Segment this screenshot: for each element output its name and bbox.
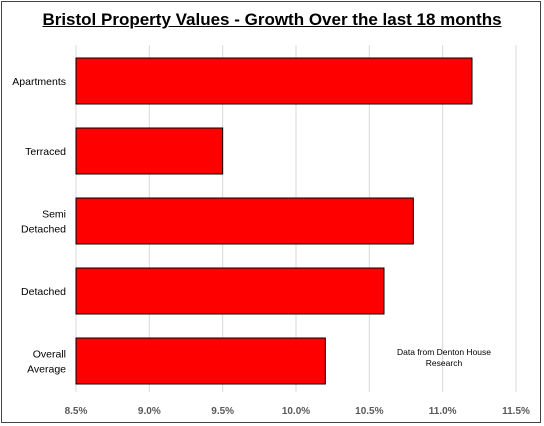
category-label: Overall [33,349,66,361]
category-label: Detached [21,224,66,236]
x-tick-label: 9.5% [211,406,234,417]
bar [75,337,326,385]
x-tick-label: 8.5% [65,406,88,417]
category-label: Apartments [12,76,66,88]
category-labels: Apartments Terraced Semi Detached Detached Ov… [12,76,66,376]
category-label: Terraced [25,146,66,158]
x-tick-label: 11.0% [429,406,457,417]
x-tick-label: 10.0% [282,406,310,417]
x-tick-label: 11.5% [502,406,530,417]
category-label: Average [27,364,66,376]
bar [75,127,224,175]
x-tick-labels: 8.5% 9.0% 9.5% 10.0% 10.5% 11.0% 11.5% [65,406,530,417]
source-annotation-line-2: Research [425,358,463,368]
x-tick-label: 10.5% [355,406,383,417]
source-annotation-line-1: Data from Denton House [396,347,492,357]
category-label: Detached [21,286,66,298]
bars [75,57,473,385]
category-label: Semi [42,209,66,221]
bar [75,267,385,315]
x-tick-label: 9.0% [138,406,161,417]
bar [75,197,414,245]
chart-title: Bristol Property Values - Growth Over th… [42,10,502,29]
source-annotation: Data from Denton House Research [388,347,500,369]
bar [75,57,473,105]
